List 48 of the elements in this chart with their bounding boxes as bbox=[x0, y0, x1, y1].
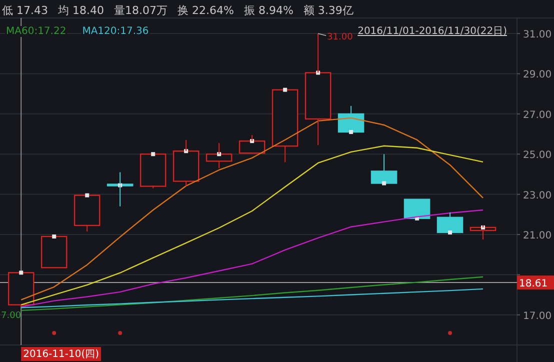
text: 额 3.39亿 bbox=[303, 4, 354, 17]
point bbox=[448, 330, 452, 335]
y-tick-label: 29.00 bbox=[523, 70, 552, 81]
point bbox=[19, 270, 24, 275]
candlestick bbox=[172, 140, 200, 187]
candlestick bbox=[140, 154, 166, 189]
text: 振 8.94% bbox=[244, 4, 294, 17]
point bbox=[151, 152, 156, 156]
text: 2016/11/01-2016/11/30(22日) bbox=[358, 26, 508, 37]
point bbox=[382, 181, 386, 186]
candlestick bbox=[272, 89, 298, 163]
line-series bbox=[20, 209, 484, 308]
text: 量18.07万 bbox=[114, 4, 168, 17]
point bbox=[283, 88, 288, 92]
point bbox=[52, 234, 56, 238]
candlestick bbox=[436, 212, 464, 234]
annotation: 7.00 bbox=[1, 311, 22, 321]
line-series bbox=[20, 145, 484, 306]
candlestick bbox=[338, 105, 364, 133]
candlestick bbox=[74, 194, 100, 232]
ref-line-label: 18.61 bbox=[519, 278, 548, 290]
candlestick bbox=[206, 142, 232, 169]
text: 低 17.43 bbox=[2, 4, 48, 17]
line-series bbox=[20, 276, 484, 312]
text: 均 18.40 bbox=[57, 4, 104, 17]
y-tick-label: 31.00 bbox=[523, 30, 552, 41]
candlestick bbox=[40, 236, 68, 268]
candlestick bbox=[8, 272, 34, 308]
y-tick-label: 25.00 bbox=[523, 150, 552, 162]
y-tick-label: 23.00 bbox=[523, 190, 552, 202]
point bbox=[52, 330, 56, 335]
candlestick bbox=[370, 154, 398, 184]
text: 换 22.64% bbox=[178, 4, 234, 17]
point bbox=[349, 130, 354, 134]
candlestick bbox=[238, 134, 266, 154]
candlestick bbox=[106, 172, 134, 207]
text: MA60:17.22 bbox=[6, 26, 66, 37]
annotation: 31.00 bbox=[327, 32, 354, 43]
point bbox=[118, 330, 122, 335]
line-series bbox=[20, 288, 484, 308]
text: 2016-11-10(四) bbox=[23, 349, 100, 360]
y-tick-label: 17.00 bbox=[523, 310, 552, 322]
text: MA120:17.36 bbox=[82, 26, 149, 37]
point bbox=[85, 193, 90, 198]
line-series bbox=[20, 117, 484, 300]
point bbox=[448, 230, 452, 234]
y-tick-label: 27.00 bbox=[523, 110, 552, 121]
y-tick-label: 21.00 bbox=[523, 230, 552, 242]
